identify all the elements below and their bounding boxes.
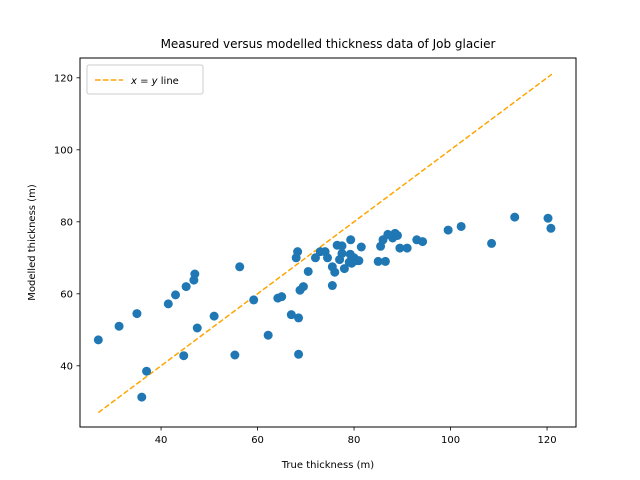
data-point (277, 292, 287, 302)
data-point (249, 295, 259, 305)
x-tick-label: 40 (155, 435, 168, 446)
data-point (209, 311, 219, 321)
data-point (443, 225, 453, 235)
data-point (114, 321, 124, 331)
y-tick-label: 120 (54, 73, 73, 84)
data-point (286, 310, 296, 320)
x-axis-ticks: 40 60 80 100 120 (155, 427, 557, 446)
x-tick-label: 120 (538, 435, 557, 446)
data-point (392, 230, 402, 240)
data-point (263, 330, 273, 340)
data-point (373, 256, 383, 266)
x-tick-label: 60 (251, 435, 264, 446)
x-tick-label: 80 (348, 435, 361, 446)
data-point (142, 366, 152, 376)
y-tick-label: 60 (60, 289, 73, 300)
y-tick-label: 100 (54, 145, 73, 156)
data-point (543, 213, 553, 223)
data-point (171, 290, 181, 300)
data-point (327, 281, 337, 291)
data-point (330, 267, 340, 277)
data-point (294, 349, 304, 359)
x-axis-label: True thickness (m) (281, 460, 374, 471)
data-point (230, 350, 240, 360)
data-point (190, 269, 200, 279)
data-point (294, 313, 304, 323)
y-tick-label: 40 (60, 361, 73, 372)
data-point (179, 351, 189, 361)
data-point (303, 266, 313, 276)
data-point (337, 248, 347, 258)
data-point (181, 282, 191, 292)
chart-title: Measured versus modelled thickness data … (161, 37, 496, 51)
data-point (546, 223, 556, 233)
data-point (356, 242, 366, 252)
plot-area: 40 60 80 100 120 40 60 80 100 120 (54, 57, 577, 446)
reference-line-x-equals-y (97, 73, 553, 414)
legend-box (86, 64, 204, 95)
data-point (132, 309, 142, 319)
data-point (293, 247, 303, 257)
data-point (298, 282, 308, 292)
data-point (346, 235, 356, 245)
data-point (510, 212, 520, 222)
data-point (163, 299, 173, 309)
data-point (137, 392, 147, 402)
y-axis-label: Modelled thickness (m) (27, 184, 38, 301)
data-point (354, 256, 364, 266)
data-point (310, 253, 320, 263)
axes-frame (79, 57, 577, 428)
data-points-layer (93, 212, 556, 402)
data-point (395, 243, 405, 253)
legend: x = y line (86, 64, 204, 95)
data-point (323, 253, 333, 263)
data-point (487, 238, 497, 248)
data-point (402, 243, 412, 253)
data-point (93, 335, 103, 345)
reference-line-layer (97, 73, 553, 414)
legend-label: x = y line (130, 76, 179, 87)
x-tick-label: 100 (441, 435, 460, 446)
data-point (235, 262, 245, 272)
data-point (337, 241, 347, 251)
data-point (456, 221, 466, 231)
data-point (192, 323, 202, 333)
data-point (418, 237, 428, 247)
data-point (339, 264, 349, 274)
y-axis-ticks: 40 60 80 100 120 (54, 73, 80, 372)
y-tick-label: 80 (60, 217, 73, 228)
data-point (380, 256, 390, 266)
